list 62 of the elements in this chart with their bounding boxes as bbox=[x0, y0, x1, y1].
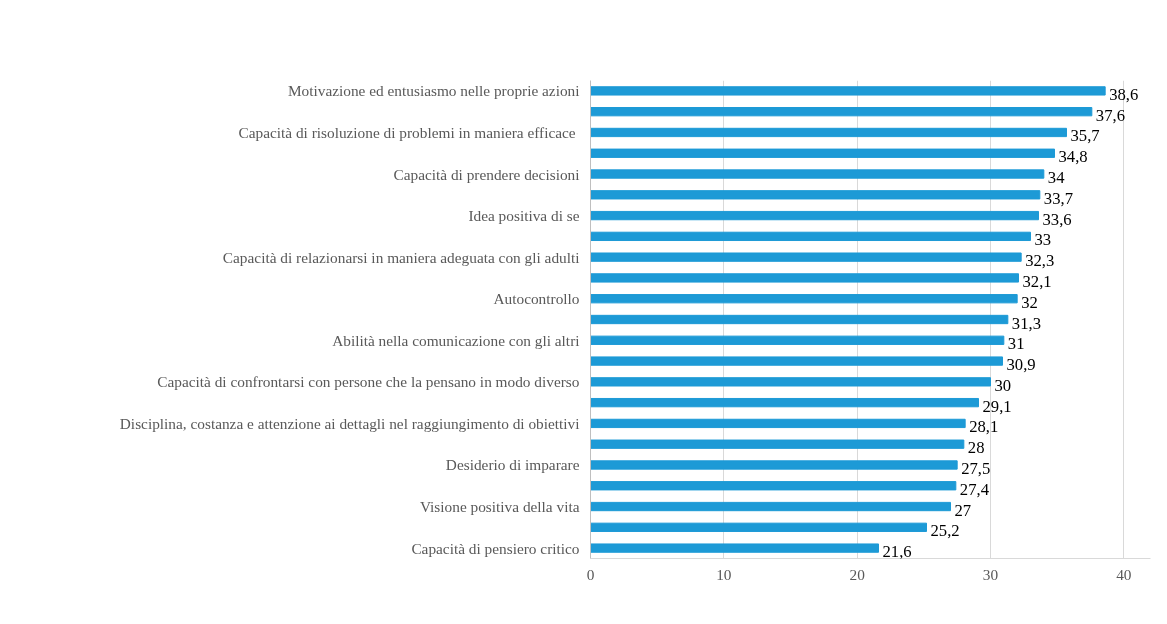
y-tick-label: Motivazione ed entusiasmo nelle proprie azioni bbox=[287, 82, 580, 100]
x-tick-label: 30 bbox=[982, 565, 999, 583]
y-tick-label: Disciplina, costanza e attenzione ai dettagli nel raggiungimento di obiettivi bbox=[119, 414, 580, 432]
bar bbox=[590, 127, 1067, 138]
bar bbox=[590, 314, 1009, 325]
data-label: 27,4 bbox=[959, 479, 990, 499]
y-tick-label: Capacità di prendere decisioni bbox=[393, 165, 580, 183]
bar bbox=[590, 460, 958, 470]
y-tick-label: Capacità di risoluzione di problemi in maniera efficace bbox=[238, 123, 576, 141]
bar bbox=[590, 377, 991, 387]
data-label: 33,7 bbox=[1043, 188, 1073, 208]
bar bbox=[590, 356, 1003, 366]
data-label: 29,1 bbox=[982, 396, 1012, 416]
data-label: 32,3 bbox=[1025, 251, 1055, 271]
bar bbox=[590, 273, 1019, 283]
bar bbox=[590, 335, 1005, 345]
data-label: 34,8 bbox=[1058, 147, 1088, 167]
bar bbox=[590, 107, 1093, 117]
data-label: 33 bbox=[1034, 230, 1052, 250]
bar bbox=[590, 294, 1018, 304]
bar bbox=[590, 397, 979, 408]
bar bbox=[590, 231, 1031, 242]
bar bbox=[590, 481, 957, 491]
y-tick-label: Capacità di confrontarsi con persone che la pensano in modo diverso bbox=[157, 373, 580, 391]
data-label: 35,7 bbox=[1070, 126, 1100, 146]
data-label: 25,2 bbox=[930, 521, 960, 541]
bar bbox=[590, 439, 965, 449]
data-label: 34 bbox=[1047, 168, 1066, 188]
bar bbox=[590, 252, 1022, 262]
data-label: 27,5 bbox=[961, 458, 991, 478]
data-label: 28,1 bbox=[969, 417, 999, 437]
y-tick-label: Autocontrollo bbox=[493, 290, 580, 308]
x-tick-label: 40 bbox=[1116, 565, 1132, 583]
y-tick-label: Capacità di relazionarsi in maniera adeguata con gli adulti bbox=[222, 248, 580, 266]
data-label: 33,6 bbox=[1042, 209, 1072, 229]
bar bbox=[590, 522, 927, 532]
data-label: 31 bbox=[1007, 334, 1025, 354]
data-label: 28 bbox=[967, 438, 985, 458]
x-tick-label: 20 bbox=[849, 565, 866, 583]
y-tick-label: Capacità di pensiero critico bbox=[411, 539, 580, 557]
y-tick-label: Idea positiva di se bbox=[468, 207, 580, 225]
bar bbox=[590, 190, 1041, 200]
data-label: 27 bbox=[954, 500, 972, 520]
bar bbox=[590, 543, 879, 553]
y-tick-label: Visione positiva della vita bbox=[419, 498, 580, 516]
data-label: 30,9 bbox=[1006, 355, 1036, 375]
y-tick-label: Abilità nella comunicazione con gli altri bbox=[332, 331, 580, 349]
data-label: 37,6 bbox=[1095, 105, 1125, 125]
data-label: 30 bbox=[994, 375, 1012, 395]
bar bbox=[590, 86, 1106, 96]
bar bbox=[590, 210, 1039, 221]
bar bbox=[590, 501, 951, 512]
data-label: 32,1 bbox=[1022, 271, 1052, 291]
x-tick-label: 10 bbox=[716, 565, 732, 583]
data-label: 31,3 bbox=[1011, 313, 1041, 333]
bar bbox=[590, 418, 966, 429]
data-label: 32 bbox=[1021, 292, 1038, 312]
x-tick-label: 0 bbox=[586, 565, 595, 583]
bar bbox=[590, 148, 1055, 158]
bar bbox=[590, 169, 1045, 179]
data-label: 38,6 bbox=[1109, 84, 1139, 104]
y-tick-label: Desiderio di imparare bbox=[445, 456, 580, 474]
